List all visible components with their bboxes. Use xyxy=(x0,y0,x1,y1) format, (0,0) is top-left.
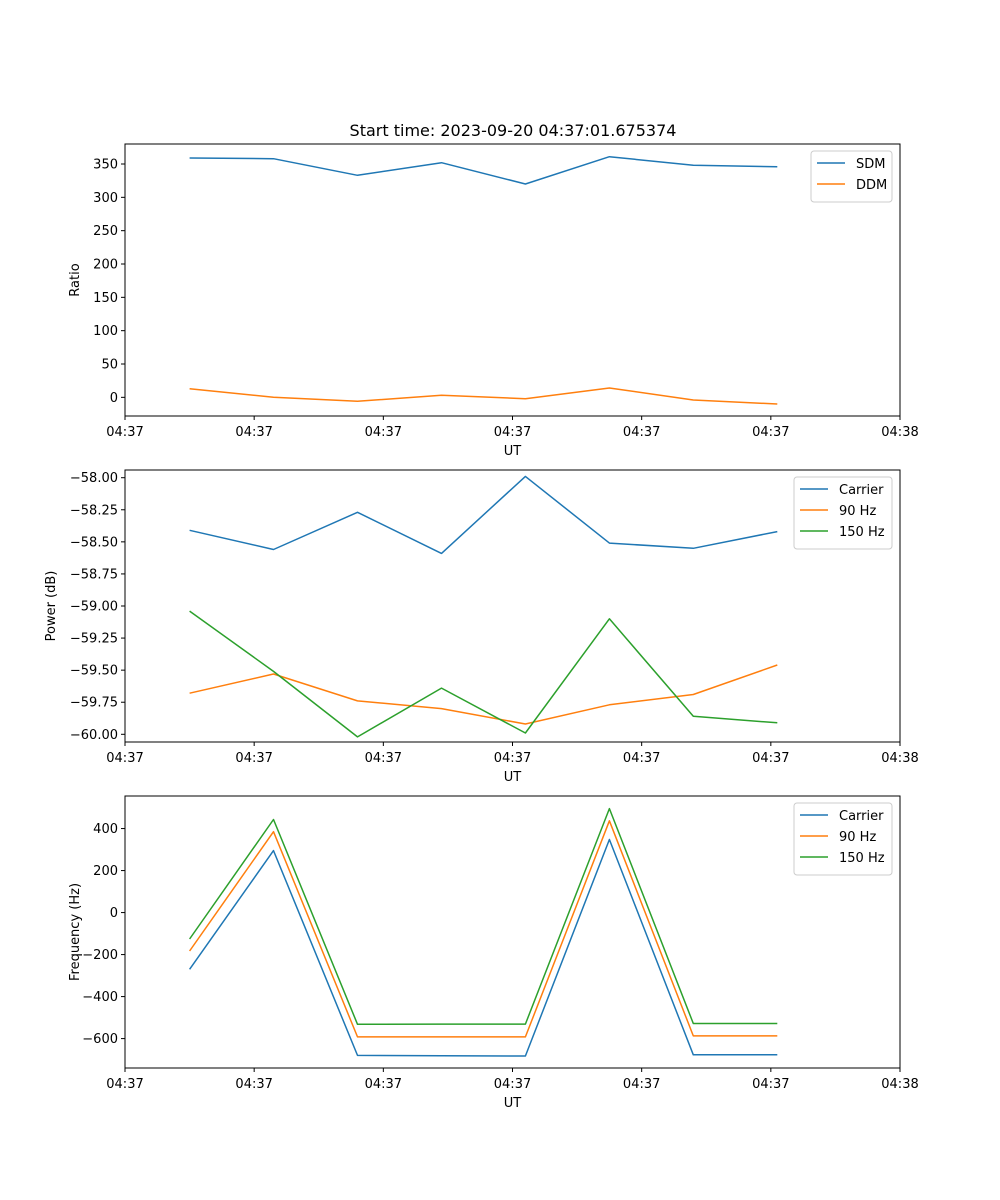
y-tick-label: −59.50 xyxy=(70,664,118,679)
legend-label-sdm: SDM xyxy=(856,157,885,172)
y-axis-label: Frequency (Hz) xyxy=(68,883,83,981)
y-tick-label: −59.00 xyxy=(70,600,118,615)
series-line-carrier xyxy=(188,838,778,1057)
y-tick-label: −59.25 xyxy=(70,632,118,647)
x-tick-label: 04:37 xyxy=(235,751,272,766)
x-tick-label: 04:37 xyxy=(752,1077,789,1092)
y-tick-label: −59.75 xyxy=(70,696,118,711)
x-tick-label: 04:37 xyxy=(494,425,531,440)
figure-title: Start time: 2023-09-20 04:37:01.675374 xyxy=(350,121,677,140)
x-tick-label: 04:37 xyxy=(752,751,789,766)
y-tick-label: −600 xyxy=(82,1032,118,1047)
x-tick-label: 04:37 xyxy=(106,1077,143,1092)
series-line-carrier xyxy=(189,475,778,555)
x-tick-label: 04:37 xyxy=(235,425,272,440)
y-tick-label: 0 xyxy=(110,391,118,406)
series-line-90-hz xyxy=(189,664,778,725)
y-tick-label: −58.00 xyxy=(70,471,118,486)
x-tick-label: 04:37 xyxy=(752,425,789,440)
x-tick-label: 04:37 xyxy=(235,1077,272,1092)
y-tick-label: 200 xyxy=(93,864,118,879)
x-tick-label: 04:37 xyxy=(106,751,143,766)
legend: SDM DDM xyxy=(810,150,893,203)
x-axis-label: UT xyxy=(504,1096,522,1111)
x-tick-label: 04:37 xyxy=(494,1077,531,1092)
chart-panel-1: 0 50 100 150 200 250 300 350 04:37 04:37 04:37 04:3… xyxy=(68,143,919,459)
axes-frame xyxy=(124,469,901,743)
y-tick-label: −60.00 xyxy=(70,728,118,743)
y-tick-label: 0 xyxy=(110,906,118,921)
chart-panel-3: −600 −400 −200 0 200 400 04:37 04:37 04:37 04:37 0… xyxy=(68,795,919,1111)
x-tick-label: 04:37 xyxy=(494,751,531,766)
chart-panel-2: −60.00 −59.75 −59.50 −59.25 −59.00 −58.75 −58.… xyxy=(44,469,919,785)
y-tick-label: −58.75 xyxy=(70,567,118,582)
x-axis-label: UT xyxy=(504,444,522,459)
series-line-sdm xyxy=(189,155,778,185)
y-tick-label: −58.25 xyxy=(70,503,118,518)
x-tick-label: 04:37 xyxy=(623,1077,660,1092)
x-tick-label: 04:37 xyxy=(365,425,402,440)
legend-label-ddm: DDM xyxy=(856,178,887,193)
y-tick-label: 350 xyxy=(93,158,118,173)
y-tick-label: −58.50 xyxy=(70,535,118,550)
x-tick-label: 04:38 xyxy=(881,1077,918,1092)
y-tick-label: 50 xyxy=(101,358,118,373)
x-tick-label: 04:37 xyxy=(365,1077,402,1092)
y-tick-label: 400 xyxy=(93,822,118,837)
y-tick-label: 100 xyxy=(93,324,118,339)
x-tick-label: 04:37 xyxy=(623,751,660,766)
x-tick-label: 04:37 xyxy=(365,751,402,766)
legend-label-90-hz: 90 Hz xyxy=(839,830,876,845)
y-tick-label: 150 xyxy=(93,291,118,306)
legend-label-90-hz: 90 Hz xyxy=(839,504,876,519)
series-line-ddm xyxy=(189,387,778,405)
legend-label-150-hz: 150 Hz xyxy=(839,525,885,540)
y-axis-label: Power (dB) xyxy=(44,571,59,642)
legend-label-carrier: Carrier xyxy=(839,483,884,498)
y-tick-label: −200 xyxy=(82,948,118,963)
x-tick-label: 04:38 xyxy=(881,425,918,440)
axes-frame xyxy=(124,143,901,417)
axes-frame xyxy=(124,795,901,1069)
y-axis-label: Ratio xyxy=(68,263,83,296)
y-tick-label: 200 xyxy=(93,258,118,273)
y-tick-label: 250 xyxy=(93,224,118,239)
legend: Carrier 90 Hz 150 Hz xyxy=(793,476,893,550)
x-axis-label: UT xyxy=(504,770,522,785)
y-tick-label: 300 xyxy=(93,191,118,206)
series-line-150-hz xyxy=(188,807,778,1026)
legend: Carrier 90 Hz 150 Hz xyxy=(793,802,893,876)
series-line-90-hz xyxy=(188,820,778,1038)
x-tick-label: 04:37 xyxy=(623,425,660,440)
legend-label-carrier: Carrier xyxy=(839,809,884,824)
y-tick-label: −400 xyxy=(82,990,118,1005)
series-line-150-hz xyxy=(189,610,778,738)
x-tick-label: 04:37 xyxy=(106,425,143,440)
legend-label-150-hz: 150 Hz xyxy=(839,851,885,866)
x-tick-label: 04:38 xyxy=(881,751,918,766)
